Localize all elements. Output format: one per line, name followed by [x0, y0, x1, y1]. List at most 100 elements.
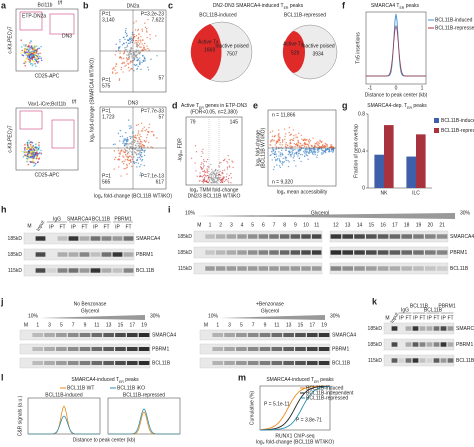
ma-dot: [284, 133, 287, 135]
ma-dot: [271, 135, 274, 138]
gel-band: [91, 361, 103, 365]
scatter-dot: [131, 158, 134, 160]
volcano-dot: [203, 179, 205, 182]
ma-dot: [275, 146, 278, 148]
volcano-dot: [227, 180, 229, 182]
ma-dot: [291, 150, 293, 152]
ma-dot: [305, 151, 307, 153]
volcano-dot: [194, 162, 196, 164]
ma-dot: [323, 151, 326, 153]
scatter-dot: [143, 48, 146, 50]
ma-dot: [317, 144, 320, 146]
volcano-dot: [226, 173, 228, 175]
scatter-dot: [118, 155, 121, 157]
label: 6: [262, 222, 265, 228]
scatter-dot: [115, 43, 117, 46]
ma-dot: [306, 139, 308, 141]
ma-dot: [305, 143, 307, 146]
label: FT: [419, 315, 425, 321]
ma-dot: [294, 148, 296, 151]
scatter-dot: [141, 30, 144, 32]
gel-band: [440, 326, 447, 331]
gel-band: [405, 342, 412, 347]
panel-letter: i: [168, 204, 171, 214]
scatter-dot: [124, 30, 127, 32]
scatter-dot: [139, 139, 141, 141]
volcano-dot: [223, 160, 225, 162]
scatter-dot: [143, 56, 146, 58]
ma-dot: [271, 138, 274, 141]
ma-dot: [283, 138, 286, 140]
label: IP: [413, 315, 418, 321]
label: 5: [240, 322, 243, 328]
volcano-dot: [202, 148, 204, 150]
label: f/f: [72, 99, 77, 105]
scatter-dot: [143, 150, 145, 152]
scatter-dot: [129, 54, 131, 56]
panel-letter: d: [172, 100, 178, 110]
x-tick-label: NK: [381, 190, 389, 196]
gel-band: [101, 236, 112, 241]
label: 8: [283, 222, 286, 228]
scatter-dot: [131, 136, 133, 138]
ma-dot: [321, 145, 324, 147]
ma-dot: [280, 155, 282, 157]
ma-dot: [285, 142, 287, 144]
label: 57: [158, 114, 164, 120]
gel-band: [330, 266, 342, 271]
gel-band: [236, 347, 247, 351]
gel-band: [126, 333, 138, 337]
scatter-dot: [129, 145, 131, 148]
flow-dot: [28, 142, 31, 144]
gel-band: [295, 361, 306, 365]
gel-band: [269, 266, 279, 271]
volcano-dot: [207, 158, 209, 161]
scatter-dot: [128, 56, 130, 59]
label: 57: [158, 75, 164, 81]
ma-dot: [284, 158, 287, 160]
scatter-dot: [130, 36, 132, 38]
ma-dot: [285, 143, 287, 146]
label: 11: [314, 222, 319, 228]
gel-band: [271, 333, 283, 337]
volcano-dot: [228, 165, 230, 167]
volcano-dot: [212, 172, 214, 174]
legend-label: BCL11B-induced: [306, 385, 344, 391]
ma-dot: [281, 139, 284, 141]
label: P=1: [102, 173, 111, 179]
scatter-dot: [144, 26, 147, 28]
scatter-dot: [123, 151, 125, 154]
scatter-dot: [122, 142, 124, 145]
scatter-dot: [145, 140, 147, 142]
gel-band: [32, 347, 44, 351]
volcano-dot: [214, 177, 216, 179]
scatter-dot: [118, 166, 120, 168]
profile-line: [108, 408, 180, 435]
gel-band: [138, 333, 150, 337]
gel-band: [57, 236, 68, 241]
scatter-dot: [122, 71, 124, 73]
ma-dot: [292, 129, 295, 131]
scatter-dot: [125, 32, 128, 35]
ma-dot: [318, 148, 321, 150]
scatter-dot: [137, 149, 140, 151]
ma-dot: [314, 149, 316, 151]
gel-band: [269, 250, 279, 255]
ma-dot: [307, 144, 310, 146]
title-part: ER: [407, 106, 412, 110]
gel-band: [32, 333, 44, 337]
volcano-dot: [207, 181, 209, 184]
scatter-dot: [145, 30, 148, 32]
ma-dot: [318, 142, 320, 145]
flow-dot: [24, 60, 26, 62]
volcano-dot: [202, 166, 205, 168]
scatter-dot: [137, 49, 139, 52]
ma-dot: [331, 144, 333, 146]
gel-band: [226, 234, 237, 239]
flow-dot: [29, 143, 32, 146]
scatter-dot: [145, 48, 147, 51]
panel-letter: l: [1, 372, 4, 382]
panel-letter: b: [83, 0, 89, 10]
ma-dot: [271, 150, 273, 153]
volcano-dot: [227, 162, 229, 164]
